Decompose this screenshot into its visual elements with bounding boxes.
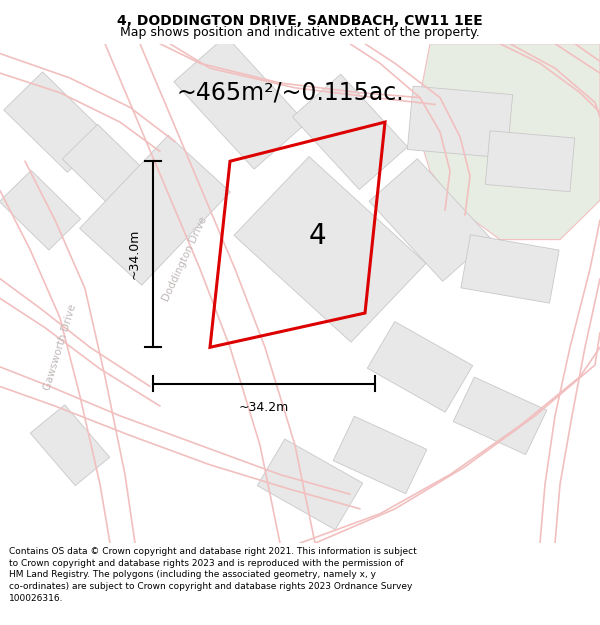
Polygon shape (80, 135, 230, 285)
Text: 4, DODDINGTON DRIVE, SANDBACH, CW11 1EE: 4, DODDINGTON DRIVE, SANDBACH, CW11 1EE (117, 14, 483, 28)
Polygon shape (415, 44, 600, 239)
Text: Contains OS data © Crown copyright and database right 2021. This information is : Contains OS data © Crown copyright and d… (9, 547, 417, 603)
Polygon shape (174, 36, 306, 169)
Polygon shape (333, 416, 427, 494)
Polygon shape (292, 74, 407, 189)
Polygon shape (0, 171, 80, 250)
Text: Gawsworth Drive: Gawsworth Drive (42, 303, 78, 392)
Polygon shape (62, 124, 158, 217)
Polygon shape (461, 235, 559, 303)
Polygon shape (485, 131, 575, 192)
Polygon shape (234, 157, 426, 342)
Polygon shape (369, 159, 491, 281)
Polygon shape (30, 405, 110, 486)
Text: ~34.0m: ~34.0m (128, 229, 141, 279)
Text: ~465m²/~0.115ac.: ~465m²/~0.115ac. (176, 81, 404, 105)
Polygon shape (407, 86, 512, 158)
Text: Doddington Drive: Doddington Drive (161, 215, 209, 303)
Polygon shape (4, 72, 106, 172)
Polygon shape (453, 377, 547, 454)
Polygon shape (367, 321, 473, 412)
Polygon shape (257, 439, 363, 530)
Text: 4: 4 (308, 222, 326, 250)
Text: Map shows position and indicative extent of the property.: Map shows position and indicative extent… (120, 26, 480, 39)
Text: ~34.2m: ~34.2m (239, 401, 289, 414)
